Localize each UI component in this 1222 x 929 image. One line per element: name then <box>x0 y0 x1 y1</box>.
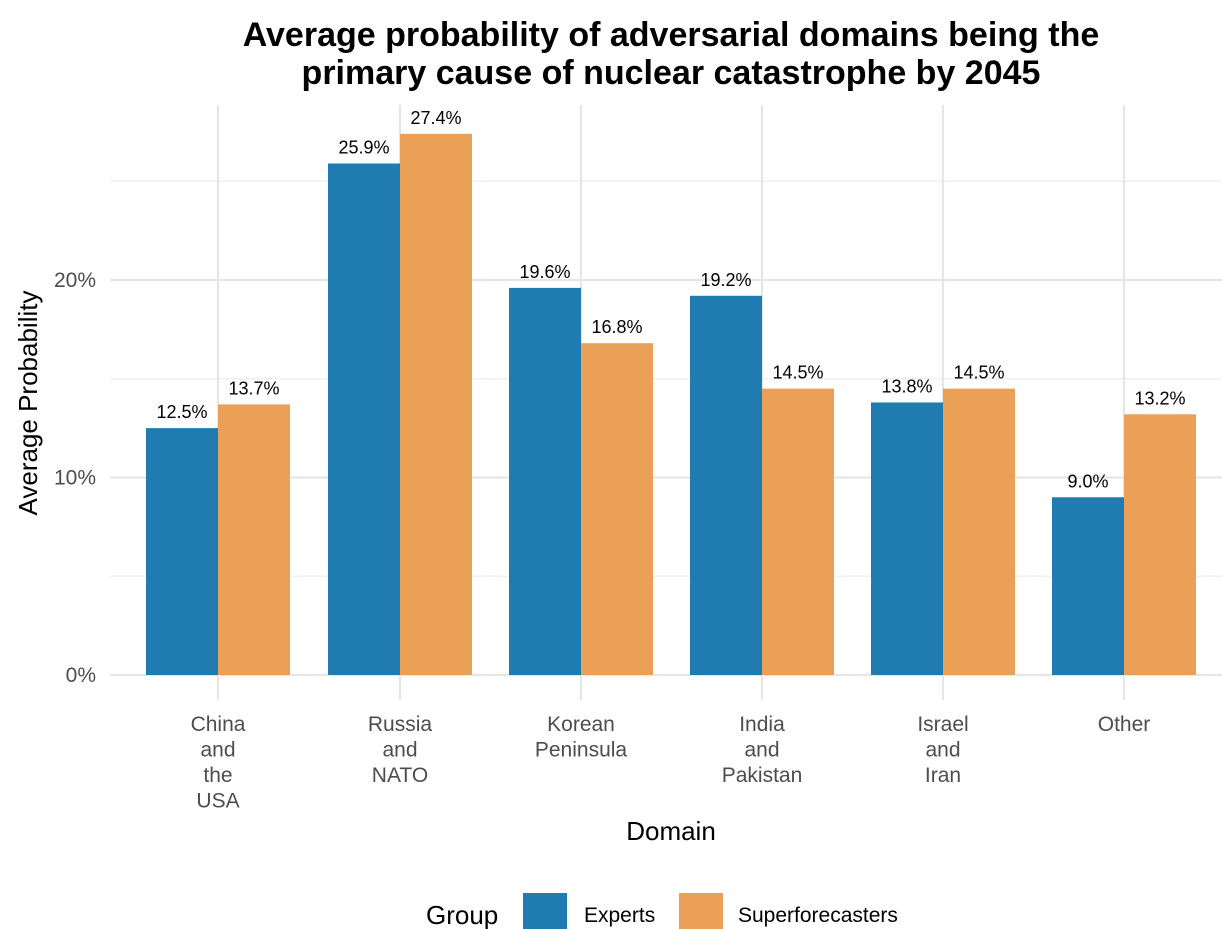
chart-title-line-2: primary cause of nuclear catastrophe by … <box>301 54 1041 92</box>
x-tick-label: India <box>739 713 785 736</box>
bar-superforecasters-3 <box>762 388 834 675</box>
bar-label-experts-4: 13.8% <box>881 376 932 396</box>
bar-label-superforecasters-1: 27.4% <box>410 108 461 128</box>
x-axis-title: Domain <box>626 816 716 846</box>
y-tick-label: 10% <box>54 467 96 490</box>
bar-superforecasters-4 <box>943 388 1015 675</box>
bar-superforecasters-2 <box>581 343 653 675</box>
bar-label-experts-3: 19.2% <box>700 270 751 290</box>
x-tick-label: and <box>744 739 779 762</box>
bar-superforecasters-5 <box>1124 414 1196 675</box>
bars <box>146 133 1196 676</box>
bar-label-superforecasters-0: 13.7% <box>228 378 279 398</box>
legend-key-experts <box>523 893 567 929</box>
legend: Group Experts Superforecasters <box>426 893 898 929</box>
bar-experts-2 <box>509 287 581 675</box>
bar-experts-3 <box>690 295 762 675</box>
legend-key-superforecasters <box>679 893 723 929</box>
bar-superforecasters-1 <box>400 133 472 676</box>
bar-experts-1 <box>328 163 400 675</box>
y-axis-title: Average Probability <box>13 291 43 516</box>
y-tick-label: 20% <box>54 269 96 292</box>
bar-experts-5 <box>1052 497 1124 675</box>
x-tick-label: Israel <box>917 713 968 736</box>
x-tick-label: Korean <box>547 713 615 736</box>
bar-label-superforecasters-4: 14.5% <box>953 363 1004 383</box>
legend-label-superforecasters: Superforecasters <box>738 904 898 927</box>
bar-experts-4 <box>871 402 943 675</box>
y-axis-ticks: 0% 10% 20% <box>54 269 96 687</box>
bar-superforecasters-0 <box>218 404 290 675</box>
bar-label-experts-1: 25.9% <box>338 137 389 157</box>
chart-title-line-1: Average probability of adversarial domai… <box>242 16 1100 54</box>
bar-experts-0 <box>146 428 218 675</box>
y-tick-label: 0% <box>66 664 96 687</box>
bar-label-experts-5: 9.0% <box>1067 471 1108 491</box>
bar-label-experts-2: 19.6% <box>519 262 570 282</box>
x-tick-label: the <box>203 764 232 787</box>
x-tick-label: Iran <box>925 764 961 787</box>
x-tick-label: Peninsula <box>535 739 628 762</box>
x-tick-label: Other <box>1098 713 1151 736</box>
bar-label-superforecasters-3: 14.5% <box>772 363 823 383</box>
x-tick-label: and <box>200 739 235 762</box>
x-tick-label: and <box>382 739 417 762</box>
bar-label-experts-0: 12.5% <box>156 402 207 422</box>
x-tick-label: NATO <box>372 764 428 787</box>
bar-label-superforecasters-2: 16.8% <box>591 317 642 337</box>
x-tick-label: Pakistan <box>722 764 803 787</box>
x-axis-ticks: ChinaandtheUSARussiaandNATOKoreanPeninsu… <box>191 713 1151 813</box>
bar-value-labels: 12.5% 25.9% 19.6% 19.2% 13.8% 9.0% 13.7% 27.4% 1… <box>156 108 1185 491</box>
x-tick-label: China <box>191 713 246 736</box>
legend-title: Group <box>426 900 498 929</box>
bar-label-superforecasters-5: 13.2% <box>1134 388 1185 408</box>
x-tick-label: Russia <box>368 713 433 736</box>
legend-label-experts: Experts <box>584 904 655 927</box>
x-tick-label: USA <box>196 790 239 813</box>
x-tick-label: and <box>925 739 960 762</box>
